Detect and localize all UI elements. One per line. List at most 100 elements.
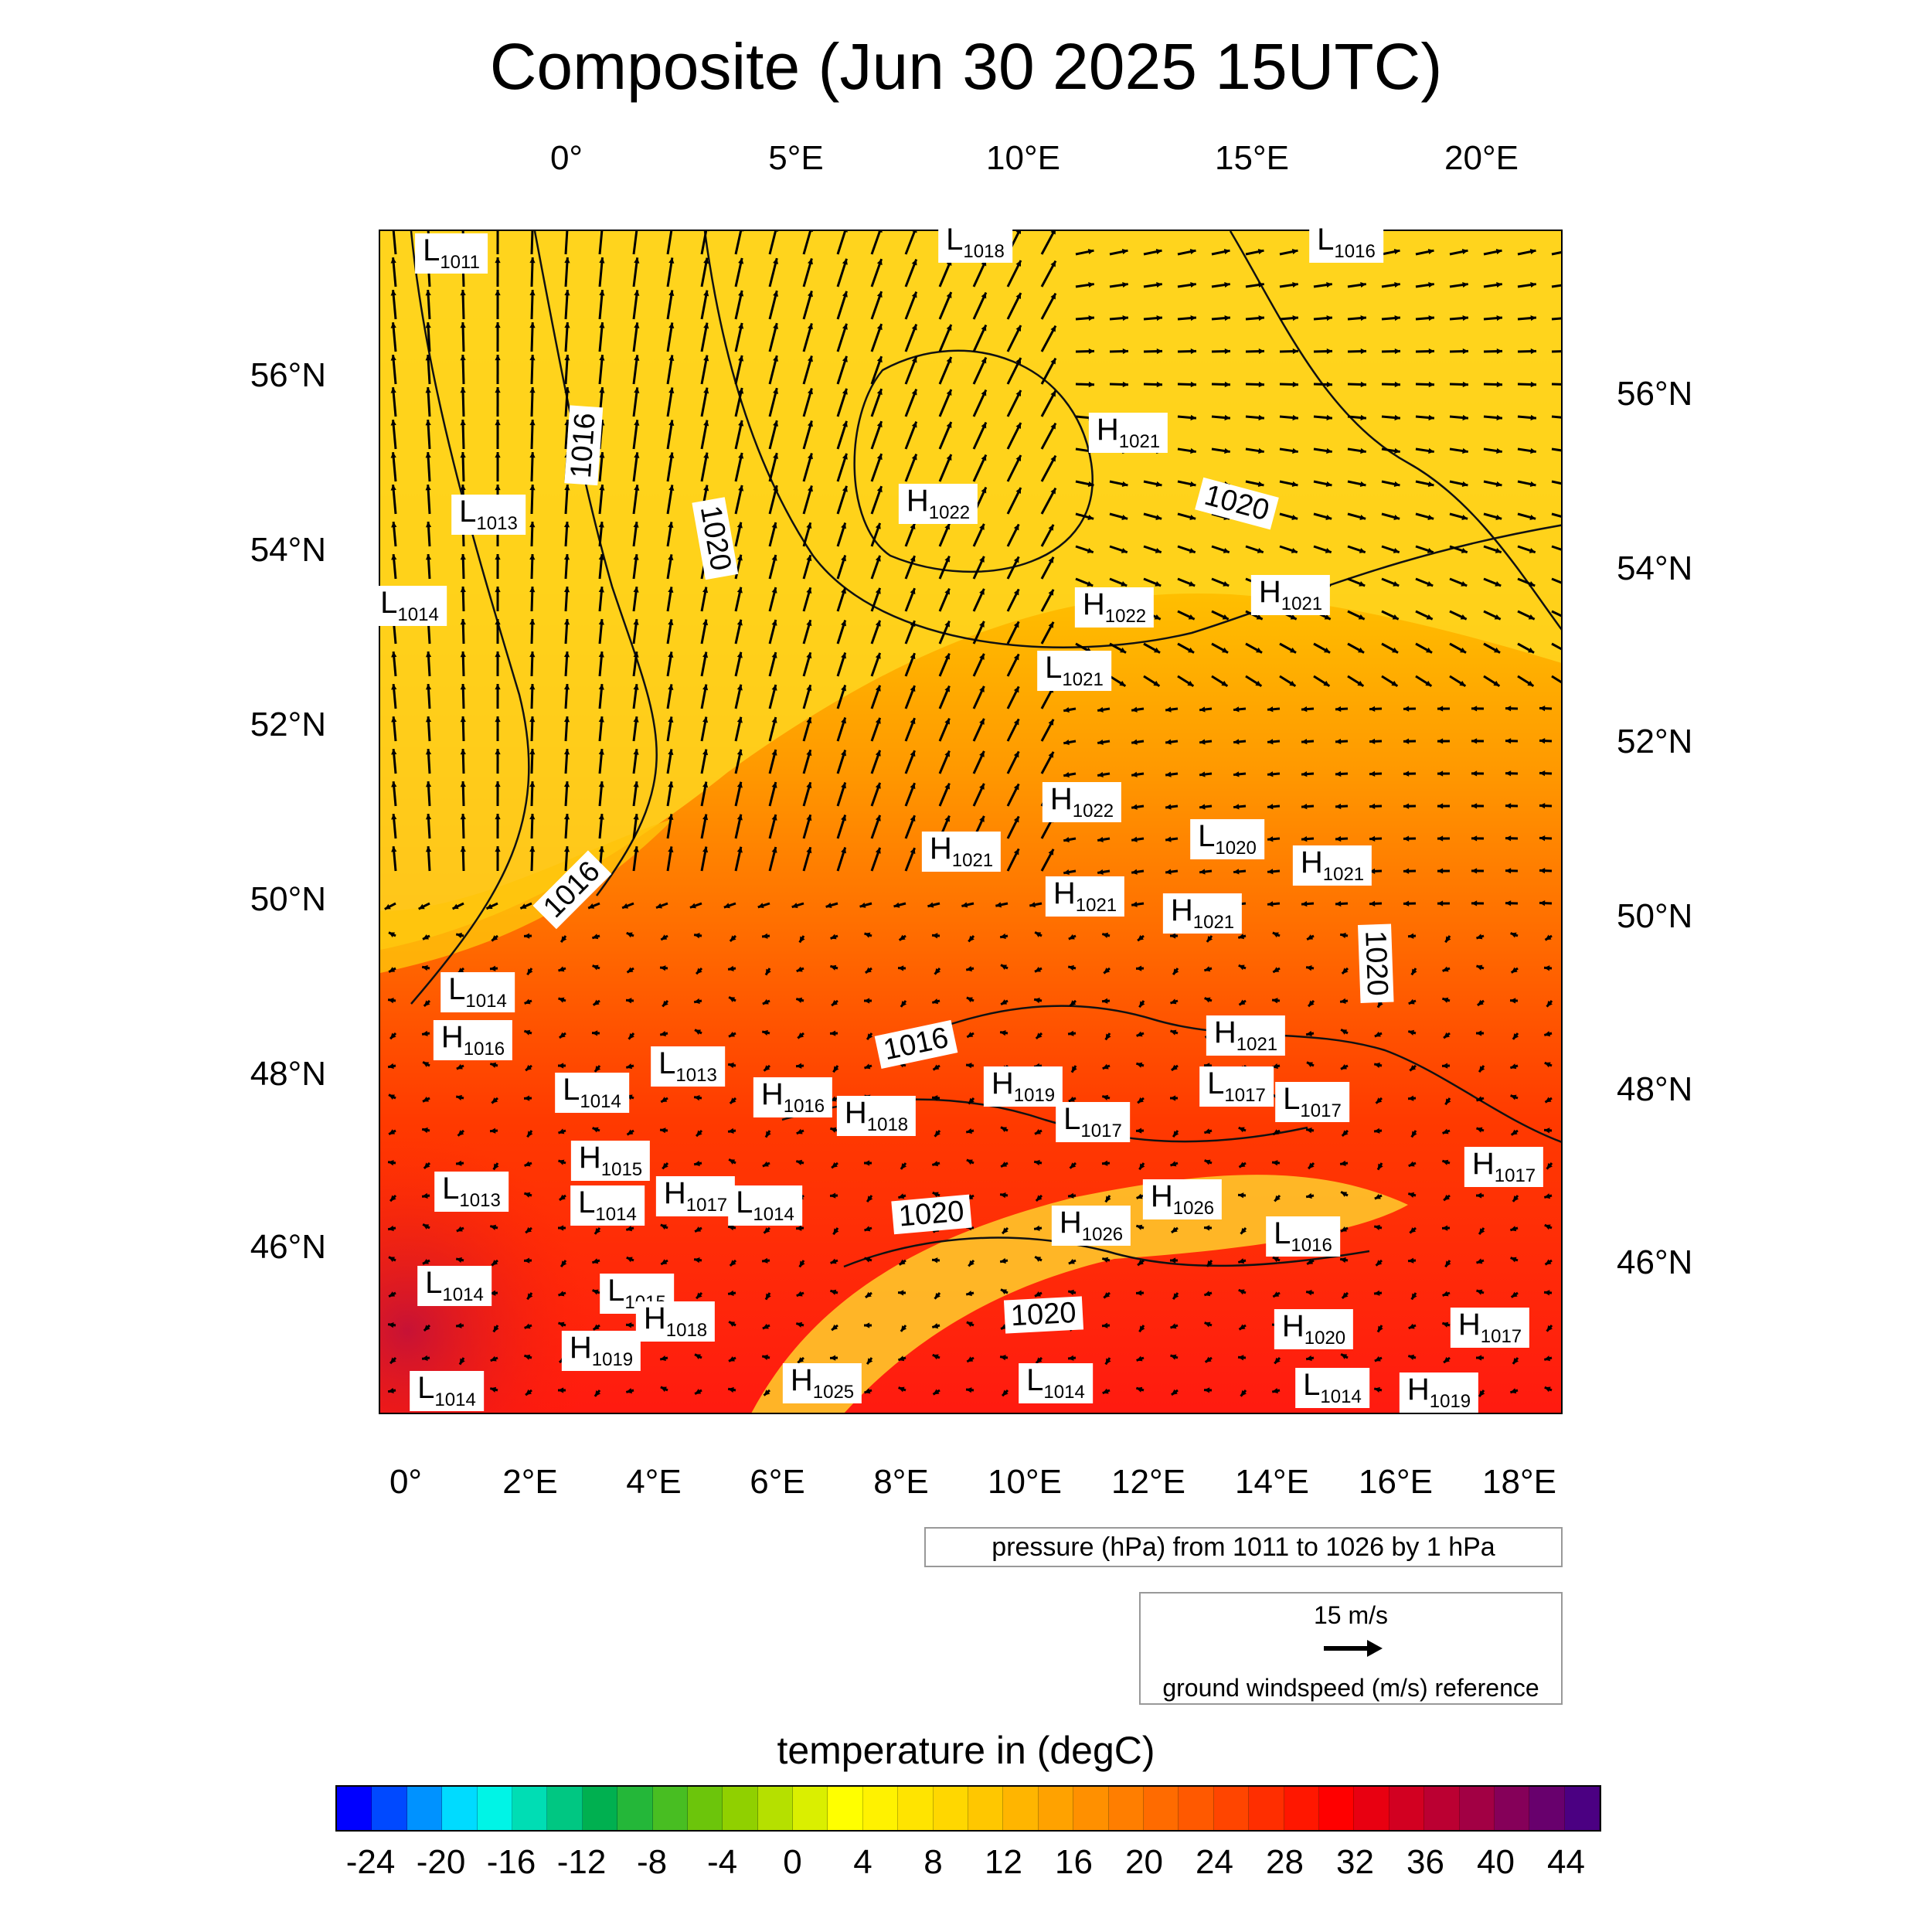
pressure-center-label: L1017: [1199, 1066, 1274, 1107]
isobar-label: 1020: [1358, 923, 1394, 1003]
left-lat-label: 46°N: [250, 1228, 326, 1266]
pressure-center-label: H1017: [1464, 1147, 1544, 1187]
colorbar-cell: [442, 1787, 478, 1830]
left-lat-label: 56°N: [250, 356, 326, 394]
colorbar-title: temperature in (degC): [777, 1729, 1155, 1772]
pressure-center-label: L1021: [1037, 651, 1111, 691]
pressure-center-label: L1014: [1019, 1363, 1093, 1403]
bottom-lon-label: 8°E: [873, 1463, 929, 1501]
top-lon-label: 15°E: [1215, 139, 1289, 177]
bottom-lon-label: 16°E: [1359, 1463, 1433, 1501]
bottom-lon-label: 0°: [389, 1463, 423, 1501]
colorbar-cell: [687, 1787, 723, 1830]
colorbar-cell: [723, 1787, 758, 1830]
colorbar-tick-label: 8: [923, 1843, 943, 1881]
pressure-center-label: H1022: [898, 484, 978, 524]
wind-reference-description: ground windspeed (m/s) reference: [1162, 1674, 1539, 1702]
colorbar-cell: [793, 1787, 828, 1830]
colorbar-cell: [337, 1787, 372, 1830]
colorbar-tick-label: 28: [1266, 1843, 1304, 1881]
pressure-center-label: H1019: [561, 1331, 641, 1371]
colorbar-cell: [1108, 1787, 1144, 1830]
pressure-center-label: H1020: [1274, 1309, 1354, 1349]
map-panel[interactable]: [379, 230, 1563, 1414]
bottom-lon-label: 10°E: [988, 1463, 1062, 1501]
colorbar-cell: [1389, 1787, 1425, 1830]
colorbar-cell: [372, 1787, 407, 1830]
left-lat-label: 54°N: [250, 531, 326, 569]
pressure-center-label: L1014: [555, 1073, 629, 1113]
pressure-center-label: L1014: [410, 1371, 484, 1411]
north-sea-cool-region: [380, 231, 1561, 950]
right-lat-label: 48°N: [1617, 1070, 1693, 1108]
wind-reference-arrow-icon: [1324, 1640, 1383, 1657]
top-lon-label: 10°E: [986, 139, 1060, 177]
bottom-lon-label: 2°E: [502, 1463, 558, 1501]
colorbar-cell: [1318, 1787, 1355, 1830]
pressure-center-label: H1021: [1292, 845, 1372, 886]
pressure-center-label: H1017: [655, 1176, 736, 1216]
isobars: [410, 231, 1561, 1268]
pressure-center-label: L1016: [1309, 223, 1383, 263]
pressure-center-label: H1018: [836, 1096, 917, 1136]
pressure-center-label: L1018: [938, 223, 1012, 263]
wind-reference-speed: 15 m/s: [1313, 1601, 1389, 1629]
bottom-lon-label: 4°E: [626, 1463, 682, 1501]
right-lat-label: 52°N: [1617, 723, 1693, 760]
isobar-label: 1020: [1003, 1296, 1083, 1334]
right-lat-label: 50°N: [1617, 897, 1693, 935]
colorbar-cell: [1354, 1787, 1389, 1830]
page-title: Composite (Jun 30 2025 15UTC): [489, 30, 1443, 103]
colorbar-cell: [1213, 1787, 1250, 1830]
colorbar-cell: [652, 1787, 688, 1830]
pressure-center-label: H1015: [570, 1141, 651, 1181]
colorbar-tick-label: 16: [1055, 1843, 1093, 1881]
pressure-center-label: H1019: [1399, 1372, 1479, 1413]
colorbar-cell: [1494, 1787, 1530, 1830]
colorbar-cell: [968, 1787, 1004, 1830]
pressure-center-label: H1026: [1051, 1206, 1131, 1246]
colorbar-cell: [862, 1787, 899, 1830]
bottom-lon-label: 12°E: [1111, 1463, 1185, 1501]
colorbar-cell: [582, 1787, 618, 1830]
colorbar-tick-label: -16: [486, 1843, 536, 1881]
pressure-center-label: L1016: [1266, 1216, 1340, 1257]
colorbar-cell: [1459, 1787, 1495, 1830]
pressure-center-label: L1013: [451, 495, 526, 535]
pressure-center-label: H1021: [1250, 575, 1331, 615]
pressure-center-label: L1014: [728, 1185, 802, 1226]
pressure-contour-note: pressure (hPa) from 1011 to 1026 by 1 hP…: [924, 1527, 1563, 1567]
colorbar-cell: [1038, 1787, 1074, 1830]
pressure-center-label: H1021: [1162, 893, 1243, 934]
colorbar-tick-label: 40: [1477, 1843, 1515, 1881]
colorbar-tick-label: 24: [1196, 1843, 1233, 1881]
pressure-center-label: H1016: [753, 1077, 833, 1117]
pressure-center-label: H1025: [782, 1363, 862, 1403]
colorbar-tick-label: -24: [345, 1843, 396, 1881]
pressure-center-label: L1020: [1190, 819, 1264, 859]
pressure-center-label: L1011: [415, 233, 488, 274]
pressure-center-label: L1014: [1295, 1368, 1369, 1408]
pressure-center-label: H1017: [1450, 1308, 1530, 1348]
pressure-center-label: L1014: [372, 586, 447, 626]
pressure-center-label: H1022: [1074, 587, 1155, 628]
colorbar-cell: [547, 1787, 583, 1830]
pressure-center-label: H1021: [1045, 876, 1125, 917]
right-lat-label: 54°N: [1617, 549, 1693, 587]
colorbar-cell: [933, 1787, 969, 1830]
colorbar-cell: [1564, 1787, 1600, 1830]
colorbar-cell: [512, 1787, 548, 1830]
colorbar-cell: [1003, 1787, 1039, 1830]
wind-reference-box: 15 m/s ground windspeed (m/s) reference: [1139, 1592, 1563, 1705]
colorbar-tick-label: 12: [985, 1843, 1022, 1881]
colorbar-tick-label: 32: [1336, 1843, 1374, 1881]
top-lon-label: 0°: [549, 139, 583, 177]
colorbar-cell: [617, 1787, 653, 1830]
colorbar-tick-label: 44: [1547, 1843, 1585, 1881]
bottom-lon-label: 18°E: [1482, 1463, 1556, 1501]
pressure-center-label: L1013: [651, 1046, 725, 1087]
pressure-center-label: H1016: [433, 1020, 513, 1060]
isobar-label: 1016: [564, 405, 604, 486]
colorbar-cell: [1249, 1787, 1284, 1830]
bottom-lon-label: 6°E: [750, 1463, 805, 1501]
